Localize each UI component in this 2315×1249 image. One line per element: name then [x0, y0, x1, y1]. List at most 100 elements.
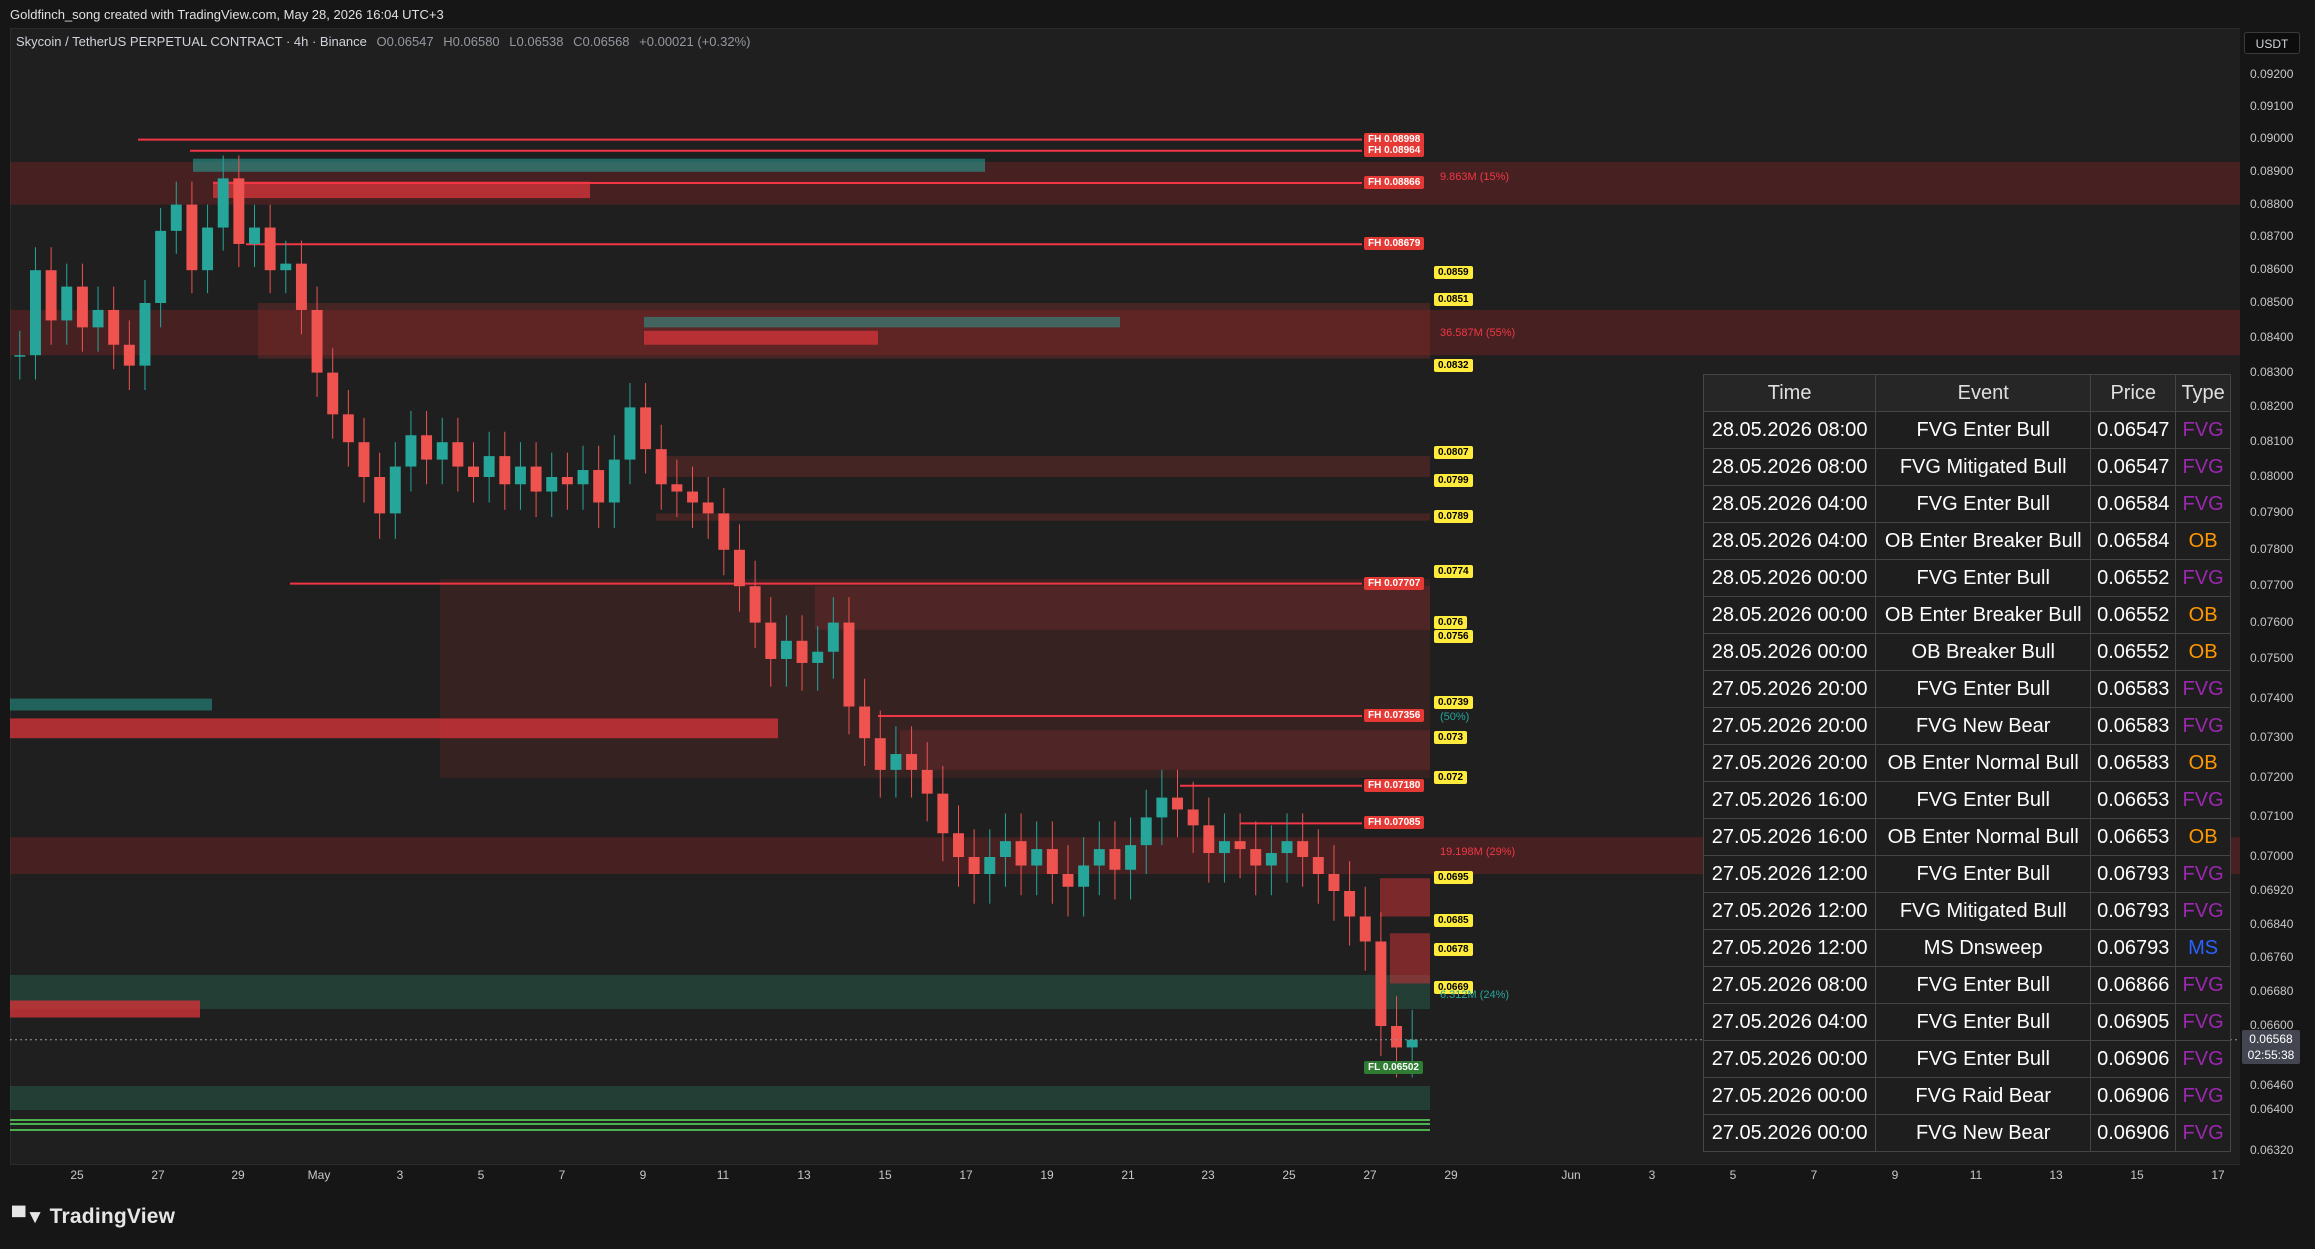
snapshot-header: Goldfinch_song created with TradingView.… [0, 0, 2315, 28]
candle-43 [687, 466, 699, 528]
row-type: MS [2175, 929, 2231, 967]
price-tick: 0.06320 [2250, 1143, 2294, 1157]
candle-79 [1250, 821, 1262, 896]
row-type: OB [2175, 633, 2231, 671]
table-row: 27.05.2026 08:00 FVG Enter Bull 0.06866 FVG [1702, 966, 2231, 1004]
candle-53 [843, 597, 855, 735]
candle-38 [608, 435, 620, 528]
row-type: FVG [2175, 485, 2231, 523]
level-label: 0.0756 [1434, 630, 1473, 644]
row-event: FVG Enter Bull [1875, 485, 2092, 523]
currency-button[interactable]: USDT [2244, 32, 2300, 54]
price-tick: 0.09200 [2250, 67, 2294, 81]
candle-52 [827, 597, 839, 679]
row-event: OB Enter Breaker Bull [1875, 596, 2092, 634]
time-tick: 29 [231, 1168, 245, 1182]
row-event: OB Breaker Bull [1875, 633, 2092, 671]
ob-bear-box-g [1380, 878, 1430, 917]
row-time: 28.05.2026 00:00 [1702, 633, 1877, 671]
table-row: 27.05.2026 16:00 FVG Enter Bull 0.06653 FVG [1702, 781, 2231, 819]
fh-label: FH 0.07356 [1364, 709, 1425, 723]
candle-5 [92, 286, 104, 352]
candle-70 [1109, 821, 1121, 900]
row-price: 0.06547 [2090, 448, 2177, 486]
row-type: FVG [2175, 892, 2231, 930]
row-price: 0.06906 [2090, 1040, 2177, 1078]
candle-73 [1156, 769, 1168, 846]
row-price: 0.06906 [2090, 1114, 2177, 1152]
time-tick: 15 [878, 1168, 892, 1182]
price-tick: 0.08000 [2250, 469, 2294, 483]
candle-76 [1203, 797, 1215, 883]
price-axis[interactable] [2240, 28, 2315, 1165]
level-label: 0.072 [1434, 770, 1468, 784]
table-row: 28.05.2026 04:00 FVG Enter Bull 0.06584 FVG [1702, 485, 2231, 523]
fh-label: FH 0.07180 [1364, 778, 1425, 792]
row-time: 27.05.2026 08:00 [1702, 966, 1877, 1004]
low-label: L [509, 34, 517, 49]
candle-2 [45, 247, 57, 345]
candle-51 [812, 626, 824, 691]
level-label: 0.0799 [1434, 473, 1473, 487]
table-row: 28.05.2026 00:00 OB Enter Breaker Bull 0.0… [1702, 596, 2231, 634]
time-tick: 27 [1363, 1168, 1377, 1182]
candle-31 [499, 431, 511, 510]
high-label: H [443, 34, 453, 49]
candle-59 [937, 765, 949, 862]
row-event: FVG Enter Bull [1875, 670, 2092, 708]
candle-11 [186, 181, 198, 294]
candle-56 [890, 726, 902, 798]
level-label: 0.0832 [1434, 358, 1473, 372]
candle-50 [796, 615, 808, 691]
table-row: 28.05.2026 08:00 FVG Mitigated Bull 0.0654… [1702, 448, 2231, 486]
ob-bear-box-h [1390, 933, 1430, 984]
open-value: 0.06547 [386, 34, 434, 49]
row-event: FVG Mitigated Bull [1875, 892, 2092, 930]
time-tick: 11 [1969, 1168, 1983, 1182]
candle-22 [358, 417, 370, 503]
candle-47 [749, 560, 761, 649]
level-label: 0.0695 [1434, 871, 1473, 885]
candle-71 [1125, 817, 1137, 900]
time-tick: 25 [70, 1168, 84, 1182]
high-value: 0.06580 [452, 34, 500, 49]
symbol-legend[interactable]: Skycoin / TetherUS PERPETUAL CONTRACT · … [16, 34, 750, 49]
candle-80 [1265, 825, 1277, 896]
row-price: 0.06552 [2090, 596, 2177, 634]
row-time: 27.05.2026 20:00 [1702, 707, 1877, 745]
row-price: 0.06583 [2090, 744, 2177, 782]
candle-33 [530, 442, 542, 518]
fl-label: FL 0.06502 [1364, 1061, 1423, 1074]
candle-16 [264, 204, 276, 294]
candle-77 [1218, 813, 1230, 883]
row-price: 0.06552 [2090, 559, 2177, 597]
col-event: Event [1875, 374, 2092, 412]
ob-bear-left [10, 718, 778, 739]
volume-profile-label: 6.312M (24%) [1440, 989, 1510, 1002]
row-price: 0.06793 [2090, 929, 2177, 967]
candle-27 [436, 417, 448, 485]
time-tick: 21 [1121, 1168, 1135, 1182]
row-type: FVG [2175, 707, 2231, 745]
table-row: 27.05.2026 00:00 FVG Raid Bear 0.06906 FVG [1702, 1077, 2231, 1115]
price-tick: 0.08600 [2250, 262, 2294, 277]
candle-85 [1344, 861, 1356, 946]
row-time: 27.05.2026 20:00 [1702, 670, 1877, 708]
price-tick: 0.07100 [2250, 809, 2294, 824]
table-row: 27.05.2026 00:00 FVG New Bear 0.06906 FVG [1702, 1114, 2231, 1152]
candle-10 [170, 181, 182, 254]
candle-29 [468, 442, 479, 503]
fh-label: FH 0.08998 [1364, 132, 1425, 146]
tradingview-logo[interactable]: ▀▼ TradingView [12, 1205, 175, 1229]
candle-28 [452, 417, 464, 492]
price-tick: 0.08100 [2250, 434, 2294, 449]
candle-32 [514, 442, 526, 510]
row-type: OB [2175, 522, 2231, 560]
row-event: FVG Enter Bull [1875, 966, 2092, 1004]
current-price-badge: 0.06568 02:55:38 [2242, 1030, 2300, 1064]
candle-66 [1046, 821, 1058, 904]
ob-bear-top [213, 181, 590, 199]
row-event: MS Dnsweep [1875, 929, 2092, 967]
row-price: 0.06584 [2090, 485, 2177, 523]
row-type: FVG [2175, 966, 2231, 1004]
